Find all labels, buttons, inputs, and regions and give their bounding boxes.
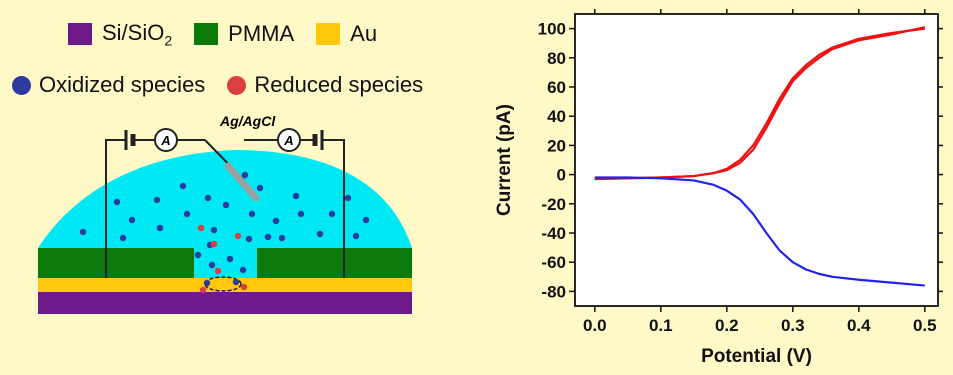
y-axis-title: Current (pA) [494,104,515,216]
series-line-2 [594,176,925,287]
y-tick-label: 80 [547,49,566,68]
oxidized-particle [128,216,136,224]
x-tick-label: 0.1 [649,316,673,335]
oxidized-particle [292,192,300,200]
y-tick-label: 60 [547,78,566,97]
y-tick-label: 100 [538,20,566,39]
solution-droplet [38,150,412,248]
legend-item-species: Oxidized species [12,72,205,98]
legend-label: PMMA [228,21,295,47]
x-tick-label: 0.2 [715,316,739,335]
y-tick-label: -20 [541,195,566,214]
electrode-label: Ag/AgCl [219,113,276,129]
reduced-particle [234,232,242,240]
nanopore-well [194,248,257,278]
oxidized-particle [344,194,352,202]
oxidized-particle [79,228,87,236]
plot-frame [574,13,939,307]
legend-swatch [68,23,92,46]
device-cross-section: A A Ag/AgCl [38,113,412,314]
legend-label: Si/SiO2 [102,20,173,49]
oxidized-particle [272,217,280,225]
oxidized-particle [362,216,370,224]
circuit-wires [105,139,345,278]
legend-item-material: PMMA [194,21,294,47]
oxidized-particle [264,233,272,241]
reduced-particle [214,267,222,275]
x-tick-label: 0.3 [781,316,805,335]
oxidized-particle [297,210,305,218]
cv-plot: 0.0 0.1 0.2 0.3 0.4 0.5 -80 -60 -40 -20 0 20 40 60 80 1… [494,9,943,367]
legend-label: Au [350,21,378,47]
legend-swatch [194,23,219,46]
legend-item-material: Si/SiO2 [68,20,172,48]
oxidized-particle [113,198,121,206]
oxidized-particle [248,210,256,218]
oxidized-particle [316,230,324,238]
species-particles [79,171,370,294]
oxidized-particle [222,201,230,209]
oxidized-particle [204,194,212,202]
battery-left [124,130,136,150]
legend-dot [12,75,31,95]
oxidized-particle [278,234,286,242]
cv-chart: 0.0 0.1 0.2 0.3 0.4 0.5 -80 -60 -40 -20 0 20 40 60 80 1… [480,0,953,370]
materials-legend: Si/SiO2 PMMA Au [68,20,399,48]
ammeter-icon-left [154,128,178,152]
reduced-particle [240,283,248,291]
oxidized-particle [208,261,216,269]
y-tick-label: 20 [547,136,566,155]
battery-right [312,130,324,150]
x-tick-label: 0.0 [583,316,607,335]
y-tick-label: 0 [557,166,566,185]
reference-electrode [224,162,260,202]
legend-item-material: Au [316,21,377,47]
x-tick-label: 0.4 [847,316,871,335]
device-schematic: Si/SiO2 PMMA Au Oxidized species Reduced sp… [0,0,480,370]
pmma-layer-right [257,248,412,278]
reduced-particle [199,286,207,294]
oxidized-particle [203,279,211,287]
legend-label: Reduced species [254,72,424,97]
oxidized-particle [194,251,202,259]
pmma-layer-left [38,248,194,278]
y-tick-label: -40 [541,224,566,243]
redox-cycle-arrow [204,276,242,292]
oxidized-particle [256,184,264,192]
x-tick-label: 0.5 [913,316,937,335]
legend-dot [227,75,247,95]
oxidized-particle [153,196,161,204]
oxidized-particle [210,226,218,234]
oxidized-particle [245,235,253,243]
series-line-1 [594,26,926,181]
ammeter-symbol-right: A [283,133,293,148]
legend-swatch [316,23,341,46]
oxidized-particle [179,182,187,190]
oxidized-particle [239,266,247,274]
y-tick-label: -80 [541,282,566,301]
oxidized-particle [328,210,336,218]
oxidized-particle [241,171,249,179]
y-tick-label: -60 [541,253,566,272]
legend-item-species: Reduced species [227,72,423,98]
oxidized-particle [156,224,164,232]
gold-layer [38,278,412,292]
oxidized-particle [183,210,191,218]
oxidized-particle [352,232,360,240]
x-axis-title: Potential (V) [701,346,812,367]
oxidized-particle [226,255,234,263]
ammeter-icon-right [277,128,301,152]
legend-label: Oxidized species [39,72,206,97]
substrate-layer [38,292,412,314]
reduced-particle [210,240,218,248]
oxidized-particle [232,278,240,286]
oxidized-particle [119,234,127,242]
ammeter-symbol-left: A [160,133,170,148]
species-legend: Oxidized species Reduced species [12,72,445,98]
reduced-particle [197,224,205,232]
y-tick-label: 40 [547,107,566,126]
